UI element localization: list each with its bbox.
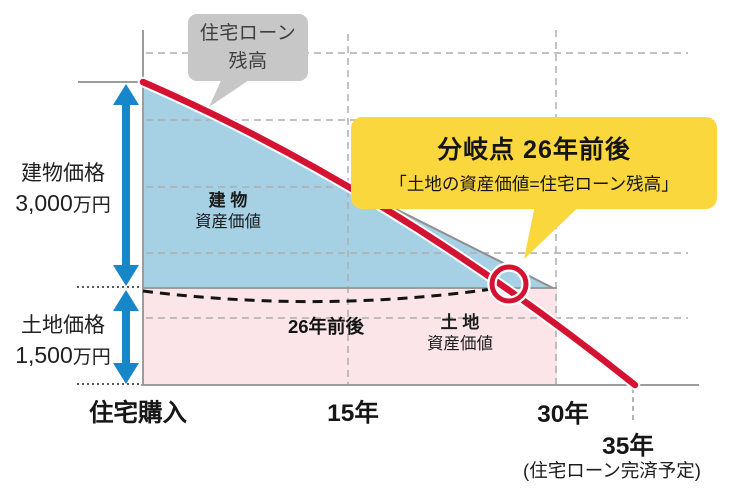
loan-balance-curve <box>139 78 639 389</box>
land-arrow-shaft <box>122 307 130 367</box>
building-price-value: 3,000 <box>15 190 73 217</box>
land-price-value: 1,500 <box>15 342 73 369</box>
building-arrow-head-up <box>113 84 139 105</box>
building-price-unit: 万円 <box>72 195 111 217</box>
building-area-label: 建 物 資産価値 <box>175 190 281 233</box>
loan-bubble-line2: 残高 <box>228 50 268 72</box>
land-area-label: 土 地 資産価値 <box>404 312 516 355</box>
break-even-callout: 分岐点 26年前後 「土地の資産価値=住宅ローン残高」 <box>351 117 717 209</box>
land-price-arrow <box>113 290 139 384</box>
callout-subtitle: 「土地の資産価値=住宅ローン残高」 <box>389 174 679 194</box>
land-price-amount: 1,500万円 <box>0 340 126 371</box>
building-arrow-head-down <box>113 265 139 286</box>
land-area-line1: 土 地 <box>440 313 480 332</box>
land-price-unit: 万円 <box>72 347 111 369</box>
break-even-circle <box>489 264 529 304</box>
building-price-label: 建物価格 3,000万円 <box>0 160 126 220</box>
building-arrow-shaft <box>122 101 130 269</box>
land-value-area <box>143 288 557 385</box>
land-arrow-head-up <box>113 290 139 311</box>
building-price-name: 建物価格 <box>21 162 105 185</box>
building-area-line2: 資産価値 <box>195 212 261 231</box>
land-value-dashed-curve <box>142 285 507 304</box>
callout-title: 分岐点 26年前後 <box>437 136 631 164</box>
x-tick-35y: 35年 <box>602 433 654 460</box>
price-leader-lines <box>77 286 140 385</box>
loan-balance-bubble: 住宅ローン 残高 <box>188 14 308 81</box>
building-price-arrow <box>113 84 139 286</box>
land-arrow-head-down <box>113 363 139 384</box>
callout-tail <box>524 200 586 259</box>
land-curve-label: 26年前後 <box>287 316 365 337</box>
x-tick-30y: 30年 <box>537 401 589 428</box>
land-area-line2: 資産価値 <box>427 334 493 353</box>
x-tick-35y-note: (住宅ローン完済予定) <box>523 460 701 481</box>
x-tick-purchase: 住宅購入 <box>89 400 187 427</box>
loan-bubble-tail <box>209 74 258 107</box>
building-price-amount: 3,000万円 <box>0 188 126 219</box>
building-area-line1: 建 物 <box>208 191 248 210</box>
land-price-label: 土地価格 1,500万円 <box>0 312 126 372</box>
x-tick-15y: 15年 <box>327 400 379 427</box>
loan-bubble-line1: 住宅ローン <box>199 22 297 44</box>
land-price-name: 土地価格 <box>21 314 105 337</box>
